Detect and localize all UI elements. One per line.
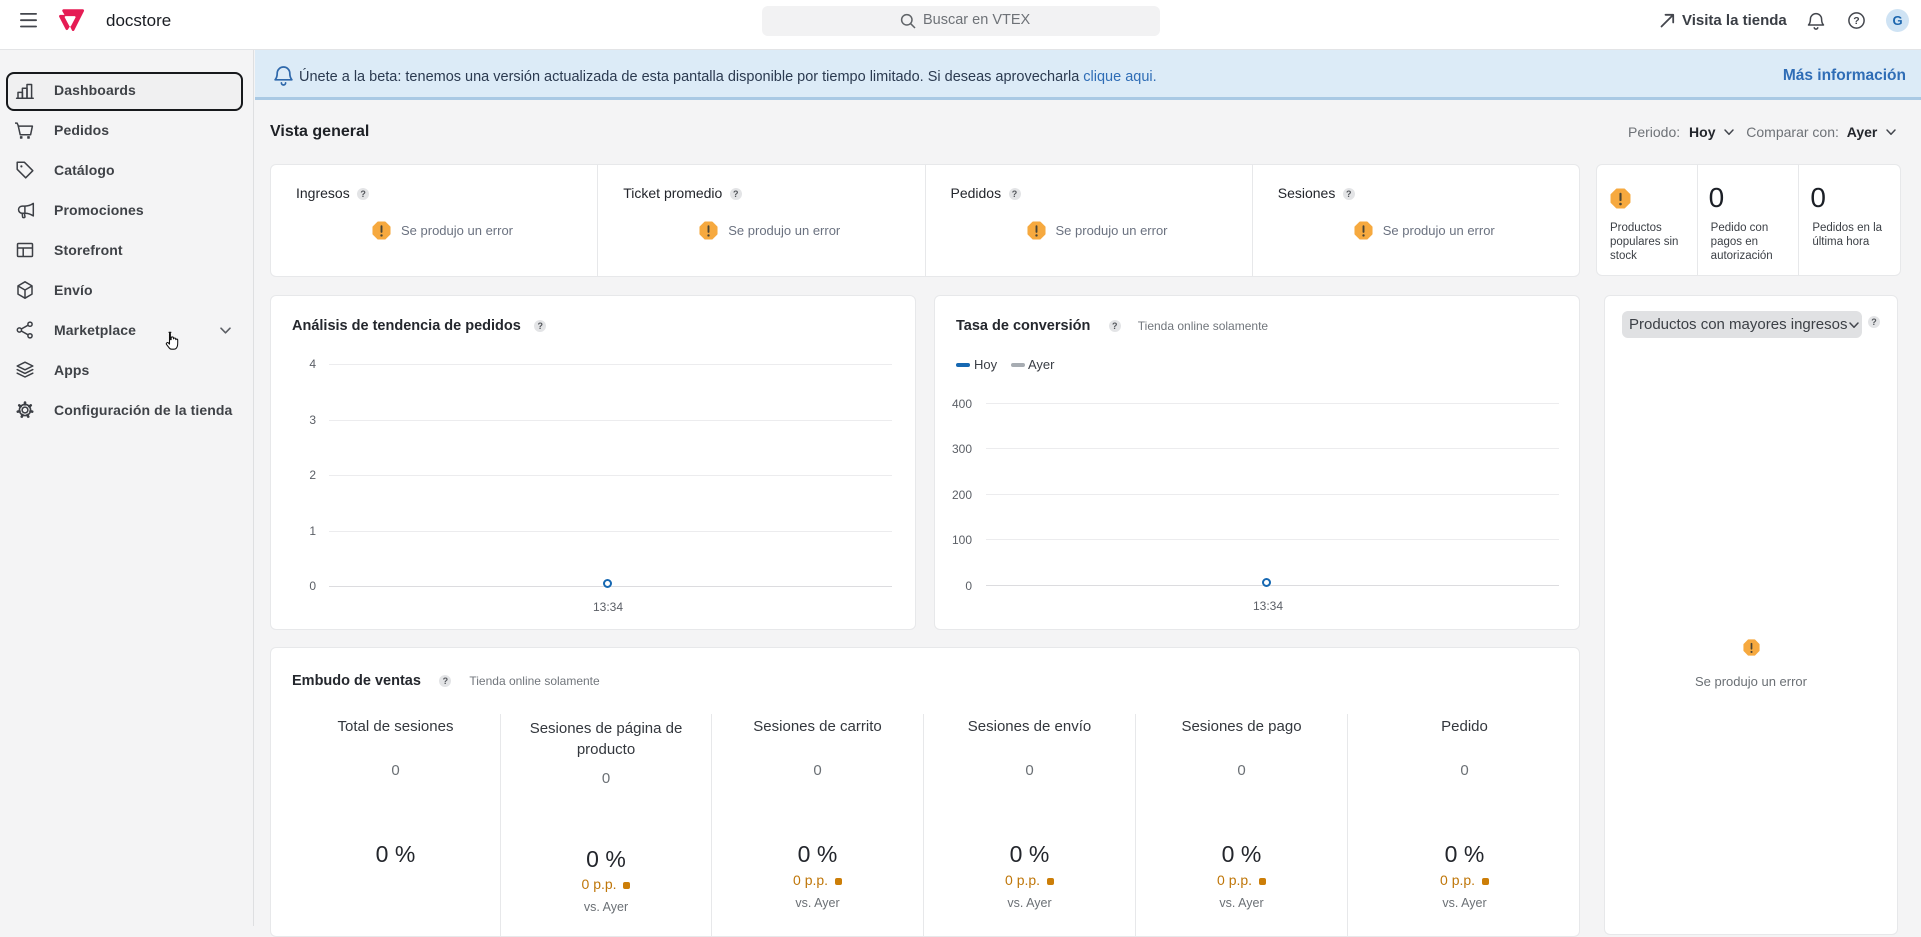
svg-text:?: ? [1853,15,1859,27]
